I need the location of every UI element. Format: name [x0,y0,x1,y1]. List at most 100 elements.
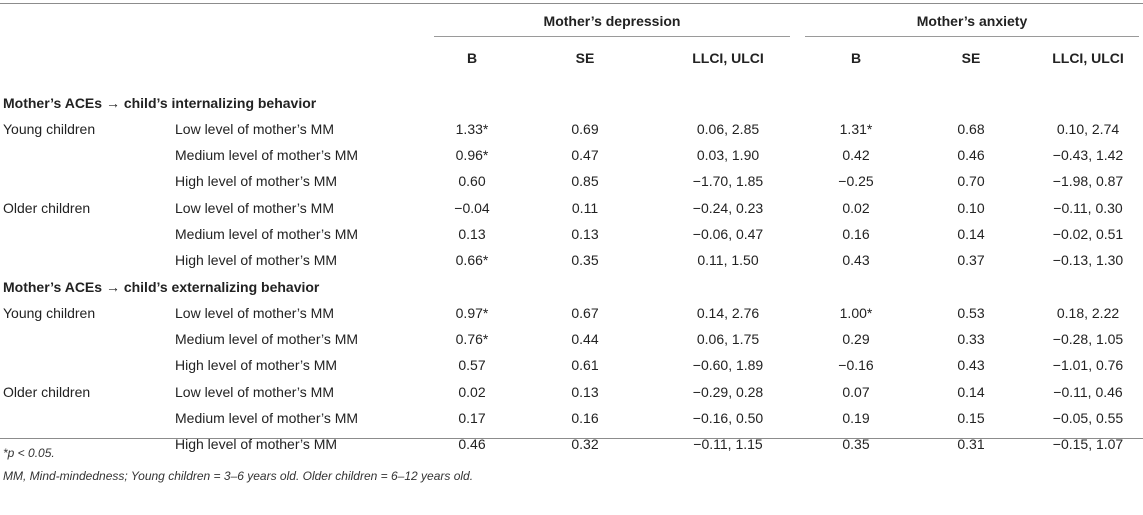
group-underline-anxiety [805,36,1139,37]
anx-se-value: 0.10 [957,199,985,216]
dep-se-value: 0.32 [571,436,599,452]
anx-ci-value: 0.18, 2.22 [1056,305,1120,321]
anx-b-value: 0.35 [842,436,870,452]
dep-b-value: 0.60 [458,173,486,190]
anx-b-value: 0.43 [842,252,870,268]
table-row: High level of mother’s MM 0.60 0.85 −1.70, … [0,168,1143,194]
dep-se-value: 0.35 [571,252,599,268]
dep-ci-value: 0.11, 1.50 [697,252,759,268]
anx-se-value: 0.14 [957,383,985,400]
col-header-dep-se: SE [575,50,595,66]
col-header-anx-b: B [850,50,862,66]
dep-ci-value: −0.60, 1.89 [692,357,764,374]
row-mm-level: Medium level of mother’s MM [175,147,359,164]
anx-se-value: 0.53 [957,305,985,321]
row-mm-level: High level of mother’s MM [175,357,338,374]
dep-b-value: 0.13 [458,225,486,242]
col-header-anx-ci: LLCI, ULCI [1052,50,1124,66]
group-header-depression: Mother’s depression [543,13,681,29]
row-mm-level: Low level of mother’s MM [175,383,334,400]
group-underline-depression [434,36,790,37]
anx-b-value: −0.25 [838,173,874,190]
anx-b-value: 1.00* [839,305,873,321]
table-row: High level of mother’s MM 0.46 0.32 −0.11, … [0,431,1143,457]
anx-b-value: 0.42 [842,147,870,164]
col-header-dep-ci: LLCI, ULCI [692,50,764,66]
table-row: Older children Low level of mother’s MM −0… [0,195,1143,221]
dep-b-value: 0.57 [458,357,486,374]
anx-b-value: 0.02 [842,199,870,216]
row-mm-level: High level of mother’s MM [175,173,338,190]
table-row: High level of mother’s MM 0.57 0.61 −0.60, … [0,352,1143,378]
dep-b-value: 0.17 [458,409,486,426]
row-group-label: Older children [3,383,91,400]
dep-se-value: 0.11 [571,199,599,216]
dep-ci-value: −0.16, 0.50 [692,409,764,426]
dep-b-value: 0.76* [455,331,489,348]
row-group-label: Older children [3,199,91,216]
anx-se-value: 0.46 [957,147,985,164]
dep-ci-value: 0.14, 2.76 [696,305,760,321]
row-mm-level: High level of mother’s MM [175,252,338,268]
anx-ci-value: −0.11, 0.30 [1053,199,1123,216]
anx-se-value: 0.14 [957,225,985,242]
dep-b-value: 1.33* [455,121,489,137]
anx-b-value: 0.29 [842,331,870,348]
row-group-label: Young children [3,305,96,321]
table-row: Medium level of mother’s MM 0.96* 0.47 0.03… [0,142,1143,168]
dep-ci-value: 0.06, 2.85 [696,121,760,137]
anx-se-value: 0.43 [957,357,985,374]
table-top-rule [0,3,1143,4]
dep-se-value: 0.47 [571,147,599,164]
row-mm-level: Medium level of mother’s MM [175,225,359,242]
anx-b-value: 0.07 [842,383,870,400]
dep-b-value: 0.46 [458,436,486,452]
anx-ci-value: −0.43, 1.42 [1052,147,1124,164]
table-row: Young children Low level of mother’s MM 0.… [0,300,1143,326]
table-row: High level of mother’s MM 0.66* 0.35 0.11, … [0,247,1143,273]
table-bottom-rule [0,438,1143,439]
dep-se-value: 0.16 [571,409,599,426]
dep-ci-value: −0.11, 1.15 [693,436,763,452]
group-header-anxiety: Mother’s anxiety [916,13,1028,29]
row-mm-level: Medium level of mother’s MM [175,331,359,348]
anx-ci-value: −0.11, 0.46 [1053,383,1123,400]
table-row: Medium level of mother’s MM 0.17 0.16 −0.16… [0,405,1143,431]
dep-se-value: 0.69 [571,121,599,137]
anx-b-value: 0.16 [842,225,870,242]
dep-se-value: 0.61 [571,357,599,374]
dep-b-value: −0.04 [454,199,490,216]
dep-b-value: 0.66* [455,252,489,268]
row-mm-level: Low level of mother’s MM [175,121,334,137]
dep-ci-value: 0.03, 1.90 [696,147,760,164]
dep-ci-value: −0.06, 0.47 [692,225,764,242]
anx-se-value: 0.68 [957,121,985,137]
dep-b-value: 0.97* [455,305,489,321]
dep-se-value: 0.85 [571,173,599,190]
dep-b-value: 0.96* [455,147,489,164]
col-header-dep-b: B [466,50,478,66]
dep-b-value: 0.02 [458,383,486,400]
anx-ci-value: −0.28, 1.05 [1052,331,1124,348]
anx-ci-value: −0.02, 0.51 [1052,225,1124,242]
anx-se-value: 0.37 [957,252,985,268]
significance-note: *p < 0.05. [3,446,55,460]
definitions-note: MM, Mind-mindedness; Young children = 3–… [3,469,474,483]
anx-se-value: 0.33 [957,331,985,348]
dep-ci-value: −0.24, 0.23 [692,199,764,216]
table-row: Medium level of mother’s MM 0.76* 0.44 0.06… [0,326,1143,352]
anx-se-value: 0.15 [957,409,985,426]
anx-ci-value: 0.10, 2.74 [1056,121,1120,137]
dep-se-value: 0.67 [571,305,599,321]
row-group-label: Young children [3,121,96,137]
anx-b-value: 0.19 [842,409,870,426]
row-mm-level: High level of mother’s MM [175,436,338,452]
row-mm-level: Medium level of mother’s MM [175,409,359,426]
anx-ci-value: −0.05, 0.55 [1052,409,1124,426]
col-header-anx-se: SE [961,50,981,66]
dep-se-value: 0.13 [571,383,599,400]
dep-ci-value: −0.29, 0.28 [692,383,764,400]
anx-ci-value: −1.98, 0.87 [1052,173,1124,190]
anx-ci-value: −1.01, 0.76 [1052,357,1124,374]
section-title: Mother’s ACEs → child’s externalizing be… [3,279,320,295]
